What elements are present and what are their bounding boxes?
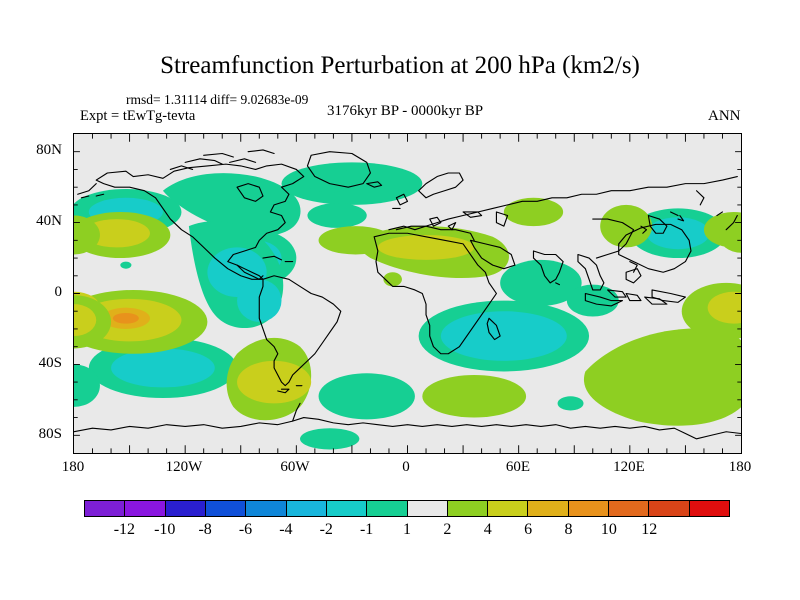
colorbar-band: [165, 501, 206, 516]
colorbar-band: [488, 501, 529, 516]
colorbar-tick-label: -10: [154, 521, 176, 538]
colorbar-band: [286, 501, 327, 516]
map-svg: [74, 134, 741, 453]
ytick-label: 80N: [36, 142, 62, 158]
colorbar-band: [609, 501, 650, 516]
experiment-label: Expt = tEwTg-tevta: [80, 108, 196, 124]
colorbar-band: [568, 501, 610, 516]
xtick-label: 180: [61, 459, 85, 475]
colorbar-band: [407, 501, 448, 516]
colorbar-tick-label: 4: [483, 521, 492, 538]
colorbar-band: [447, 501, 489, 516]
season-label: ANN: [708, 108, 741, 124]
contour-layer: [74, 162, 741, 450]
axis-ticks: [74, 134, 741, 453]
colorbar-bands: [84, 500, 730, 517]
xtick-label: 60W: [280, 459, 310, 475]
colorbar-band: [326, 501, 368, 516]
ytick-label: 80S: [38, 426, 62, 442]
ytick-label: 40S: [38, 355, 62, 371]
page-title: Streamfunction Perturbation at 200 hPa (…: [160, 52, 640, 79]
colorbar-band: [246, 501, 287, 516]
colorbar-tick-label: -2: [319, 521, 333, 538]
map-plot-area: [73, 133, 742, 454]
colorbar-band: [689, 501, 729, 516]
colorbar-tick-label: 6: [524, 521, 533, 538]
colorbar-band: [367, 501, 408, 516]
ytick-label: 40N: [36, 213, 62, 229]
statistics-label: rmsd= 1.31114 diff= 9.02683e-09: [126, 92, 309, 107]
period-label: 3176kyr BP - 0000kyr BP: [327, 103, 484, 119]
colorbar-band: [528, 501, 569, 516]
colorbar-tick-label: 8: [564, 521, 573, 538]
colorbar-tick-label: 1: [403, 521, 411, 538]
colorbar-tick-label: -4: [279, 521, 293, 538]
coastline-layer: [74, 149, 741, 440]
colorbar-tick-label: 10: [600, 521, 617, 538]
colorbar-band: [85, 501, 126, 516]
colorbar-band: [205, 501, 247, 516]
xtick-label: 120W: [165, 459, 203, 475]
ytick-label: 0: [54, 284, 63, 300]
colorbar-tick-label: -6: [238, 521, 253, 538]
xtick-label: 120E: [613, 459, 645, 475]
colorbar-band: [125, 501, 166, 516]
colorbar: [84, 500, 730, 517]
colorbar-tick-label: -12: [113, 521, 136, 538]
colorbar-tick-label: -8: [198, 521, 212, 538]
colorbar-tick-label: -1: [359, 521, 374, 538]
xtick-label: 180: [728, 459, 752, 475]
xtick-label: 0: [402, 459, 410, 475]
colorbar-tick-label: 12: [641, 521, 658, 538]
colorbar-tick-label: 2: [443, 521, 452, 538]
xtick-label: 60E: [505, 459, 531, 475]
colorbar-band: [649, 501, 690, 516]
